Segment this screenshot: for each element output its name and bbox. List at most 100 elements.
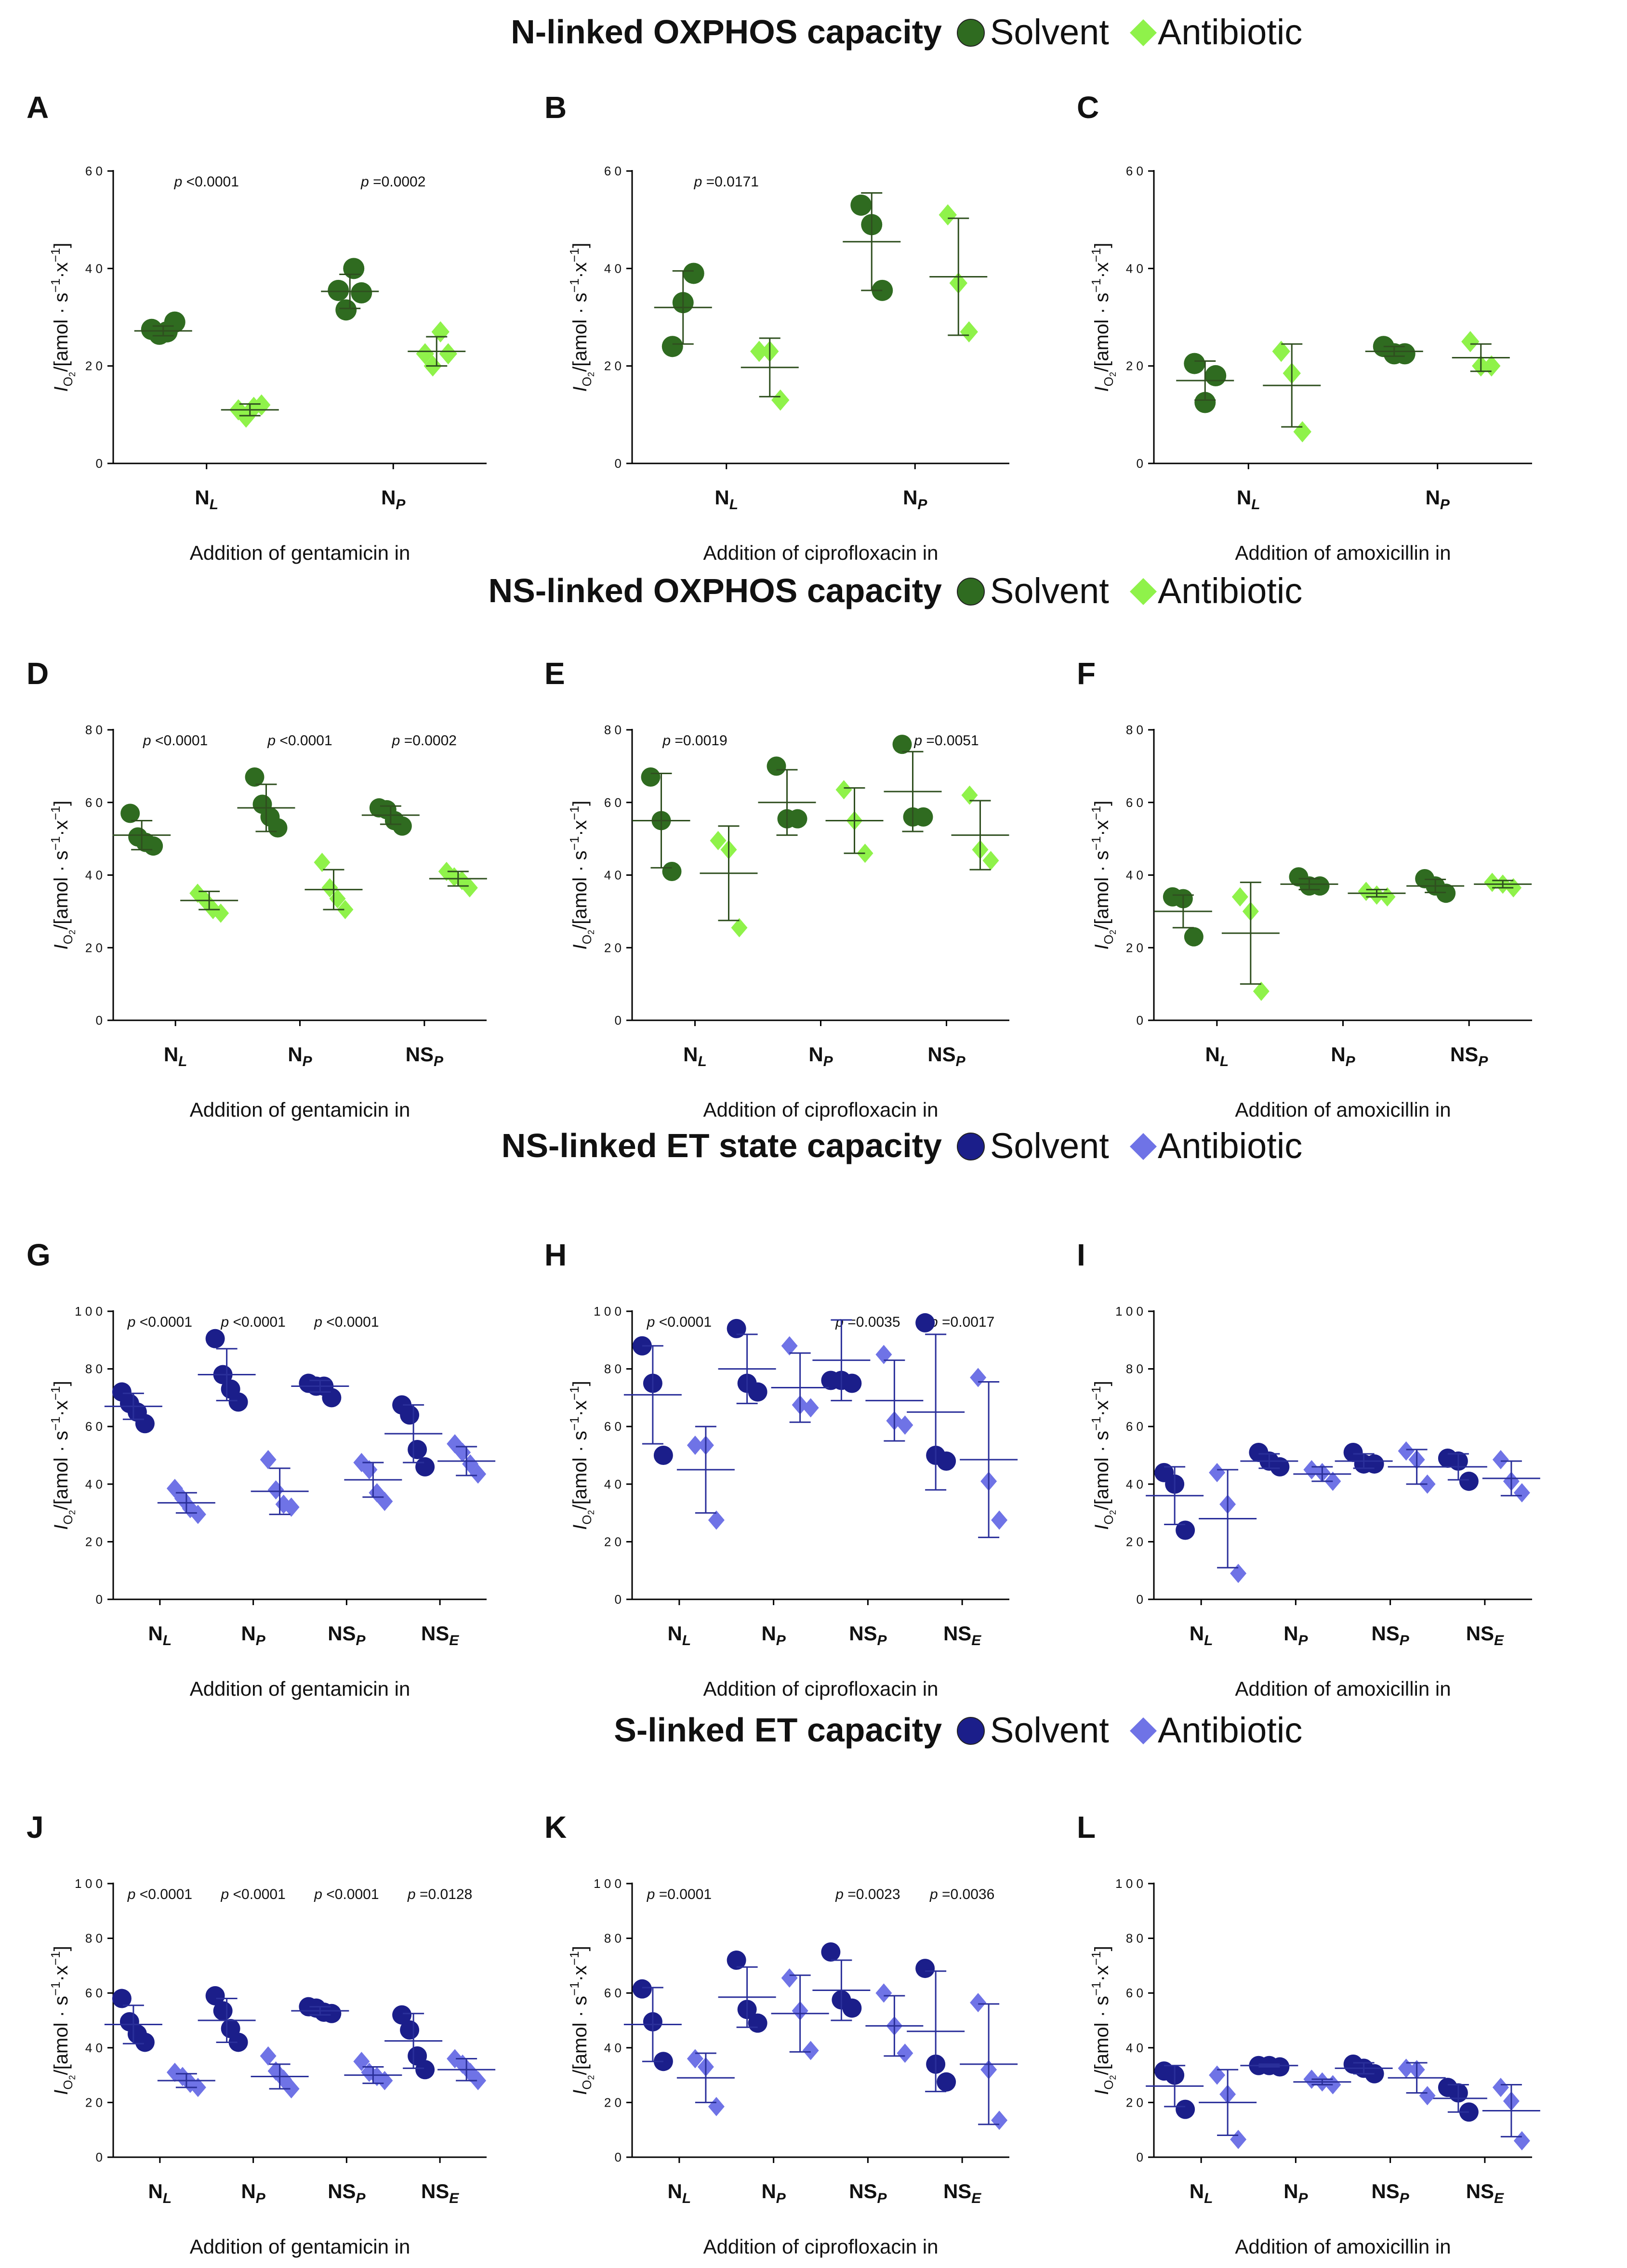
x-tick-sub: P <box>1346 1054 1356 1069</box>
y-label-unit: /[amol · s <box>1091 292 1112 371</box>
y-tick-label: 0 <box>96 1592 103 1607</box>
legend-solvent-marker <box>957 1133 985 1160</box>
x-tick-base: NS <box>406 1043 434 1066</box>
data-point-solvent <box>268 818 288 838</box>
section-header-1: N-linked OXPHOS capacity Solvent Antibioti… <box>511 12 1302 52</box>
y-label-exp2: −1 <box>48 248 63 263</box>
y-tick-label: 2 0 <box>85 940 103 955</box>
data-point-solvent <box>1459 1471 1479 1491</box>
data-point-antibiotic <box>189 2078 206 2097</box>
y-tick-label: 4 0 <box>1126 1477 1143 1491</box>
y-label-end: ] <box>51 1381 72 1386</box>
x-tick-label: NP <box>808 1043 833 1069</box>
data-point-solvent <box>205 1329 225 1348</box>
x-tick-label: NL <box>164 1043 187 1069</box>
x-tick-base: N <box>1237 486 1251 509</box>
section-header-2: NS-linked OXPHOS capacity Solvent Antibiot… <box>489 571 1303 611</box>
data-point-solvent <box>1394 343 1415 365</box>
y-tick-label: 4 0 <box>85 2041 103 2055</box>
data-point-antibiotic <box>470 2070 487 2090</box>
p-value-text: =0.0002 <box>400 733 457 749</box>
y-label-exp2: −1 <box>48 806 63 820</box>
x-axis-label: Addition of gentamicin in <box>190 2235 410 2258</box>
data-point-solvent <box>245 767 265 787</box>
data-point-antibiotic <box>1231 887 1248 907</box>
x-tick-label: NSP <box>927 1043 966 1069</box>
data-point-solvent <box>937 2072 956 2092</box>
data-point-antibiotic <box>1492 1450 1509 1469</box>
x-axis-label: Addition of gentamicin in <box>190 541 410 564</box>
x-tick-sub: P <box>1400 2190 1410 2206</box>
y-label-unit: /[amol · s <box>51 1996 72 2075</box>
data-point-antibiotic <box>470 1464 487 1484</box>
p-value-text: <0.0001 <box>229 1314 286 1330</box>
data-point-solvent <box>1364 1454 1384 1474</box>
y-tick-label: 4 0 <box>604 868 622 883</box>
x-tick-label: NL <box>1237 486 1260 513</box>
x-tick-base: N <box>1283 1622 1298 1645</box>
x-tick-base: NS <box>943 1622 971 1645</box>
x-tick-label: NSP <box>328 2180 366 2206</box>
x-tick-base: N <box>148 2180 163 2202</box>
y-label-end: ] <box>569 1946 591 1951</box>
y-tick-label: 1 0 0 <box>1115 1876 1143 1891</box>
p-value-label: p =0.0001 <box>647 1886 712 1902</box>
y-tick-label: 1 0 0 <box>1115 1304 1143 1319</box>
y-tick-label: 8 0 <box>1126 723 1143 737</box>
data-point-antibiotic <box>781 1968 798 1988</box>
y-label-symbol: I <box>569 2090 591 2095</box>
y-label-end: ] <box>569 801 591 806</box>
y-label-symbol: I <box>51 944 72 949</box>
x-tick-label: NSE <box>1466 2180 1504 2206</box>
data-point-solvent <box>205 1986 225 2005</box>
y-tick-label: 6 0 <box>604 795 622 810</box>
x-tick-base: N <box>195 486 209 509</box>
data-point-antibiotic <box>781 1336 798 1356</box>
y-label-exp2: −1 <box>1089 1951 1103 1965</box>
y-tick-label: 6 0 <box>1126 164 1143 178</box>
x-axis-label: Addition of amoxicillin in <box>1235 1098 1451 1121</box>
y-label-sub: O <box>580 935 594 944</box>
y-label-end: ] <box>51 1946 72 1951</box>
y-label-symbol: I <box>1091 2090 1112 2095</box>
p-value-text: =0.0019 <box>671 733 728 749</box>
x-tick-base: NS <box>1450 1043 1478 1066</box>
x-tick-sub: P <box>877 1633 887 1648</box>
p-symbol: p <box>220 1886 229 1902</box>
legend-solvent-label: Solvent <box>990 12 1109 52</box>
y-label-mid: ·x <box>1091 1400 1112 1416</box>
y-label-sub: O <box>580 377 594 386</box>
x-tick-sub: P <box>303 1054 313 1069</box>
legend-solvent-marker <box>957 19 985 47</box>
y-label-exp2: −1 <box>567 1386 582 1400</box>
p-value-label: p <0.0001 <box>174 174 239 190</box>
data-point-antibiotic <box>1253 981 1270 1001</box>
y-tick-label: 1 0 0 <box>594 1304 622 1319</box>
y-label-exp1: −1 <box>1089 1416 1103 1431</box>
data-point-solvent <box>1436 883 1456 903</box>
y-axis-label: IO2/[amol · s−1·x−1] <box>1089 1381 1118 1530</box>
x-tick-sub: L <box>698 1054 707 1069</box>
data-point-antibiotic <box>461 878 478 897</box>
p-value-text: <0.0001 <box>322 1886 379 1902</box>
p-value-label: p =0.0017 <box>929 1314 994 1330</box>
x-tick-base: N <box>808 1043 823 1066</box>
p-value-label: p =0.0051 <box>913 733 979 749</box>
data-point-antibiotic <box>1419 2086 1436 2106</box>
x-tick-sub: P <box>1298 1633 1309 1648</box>
y-label-sub2: 2 <box>1108 372 1118 377</box>
y-tick-label: 2 0 <box>1126 1534 1143 1549</box>
y-label-mid: ·x <box>569 262 591 278</box>
y-tick-label: 2 0 <box>85 2095 103 2110</box>
x-tick-label: NP <box>288 1043 312 1069</box>
x-axis-label: Addition of ciprofloxacin in <box>703 1098 939 1121</box>
y-label-end: ] <box>569 1381 591 1386</box>
y-label-exp1: −1 <box>48 278 63 293</box>
y-label-mid: ·x <box>51 1965 72 1981</box>
x-tick-sub: P <box>917 497 927 513</box>
data-point-solvent <box>392 816 412 836</box>
x-tick-sub: L <box>1204 2190 1213 2206</box>
legend-antibiotic-label: Antibiotic <box>1158 571 1302 611</box>
